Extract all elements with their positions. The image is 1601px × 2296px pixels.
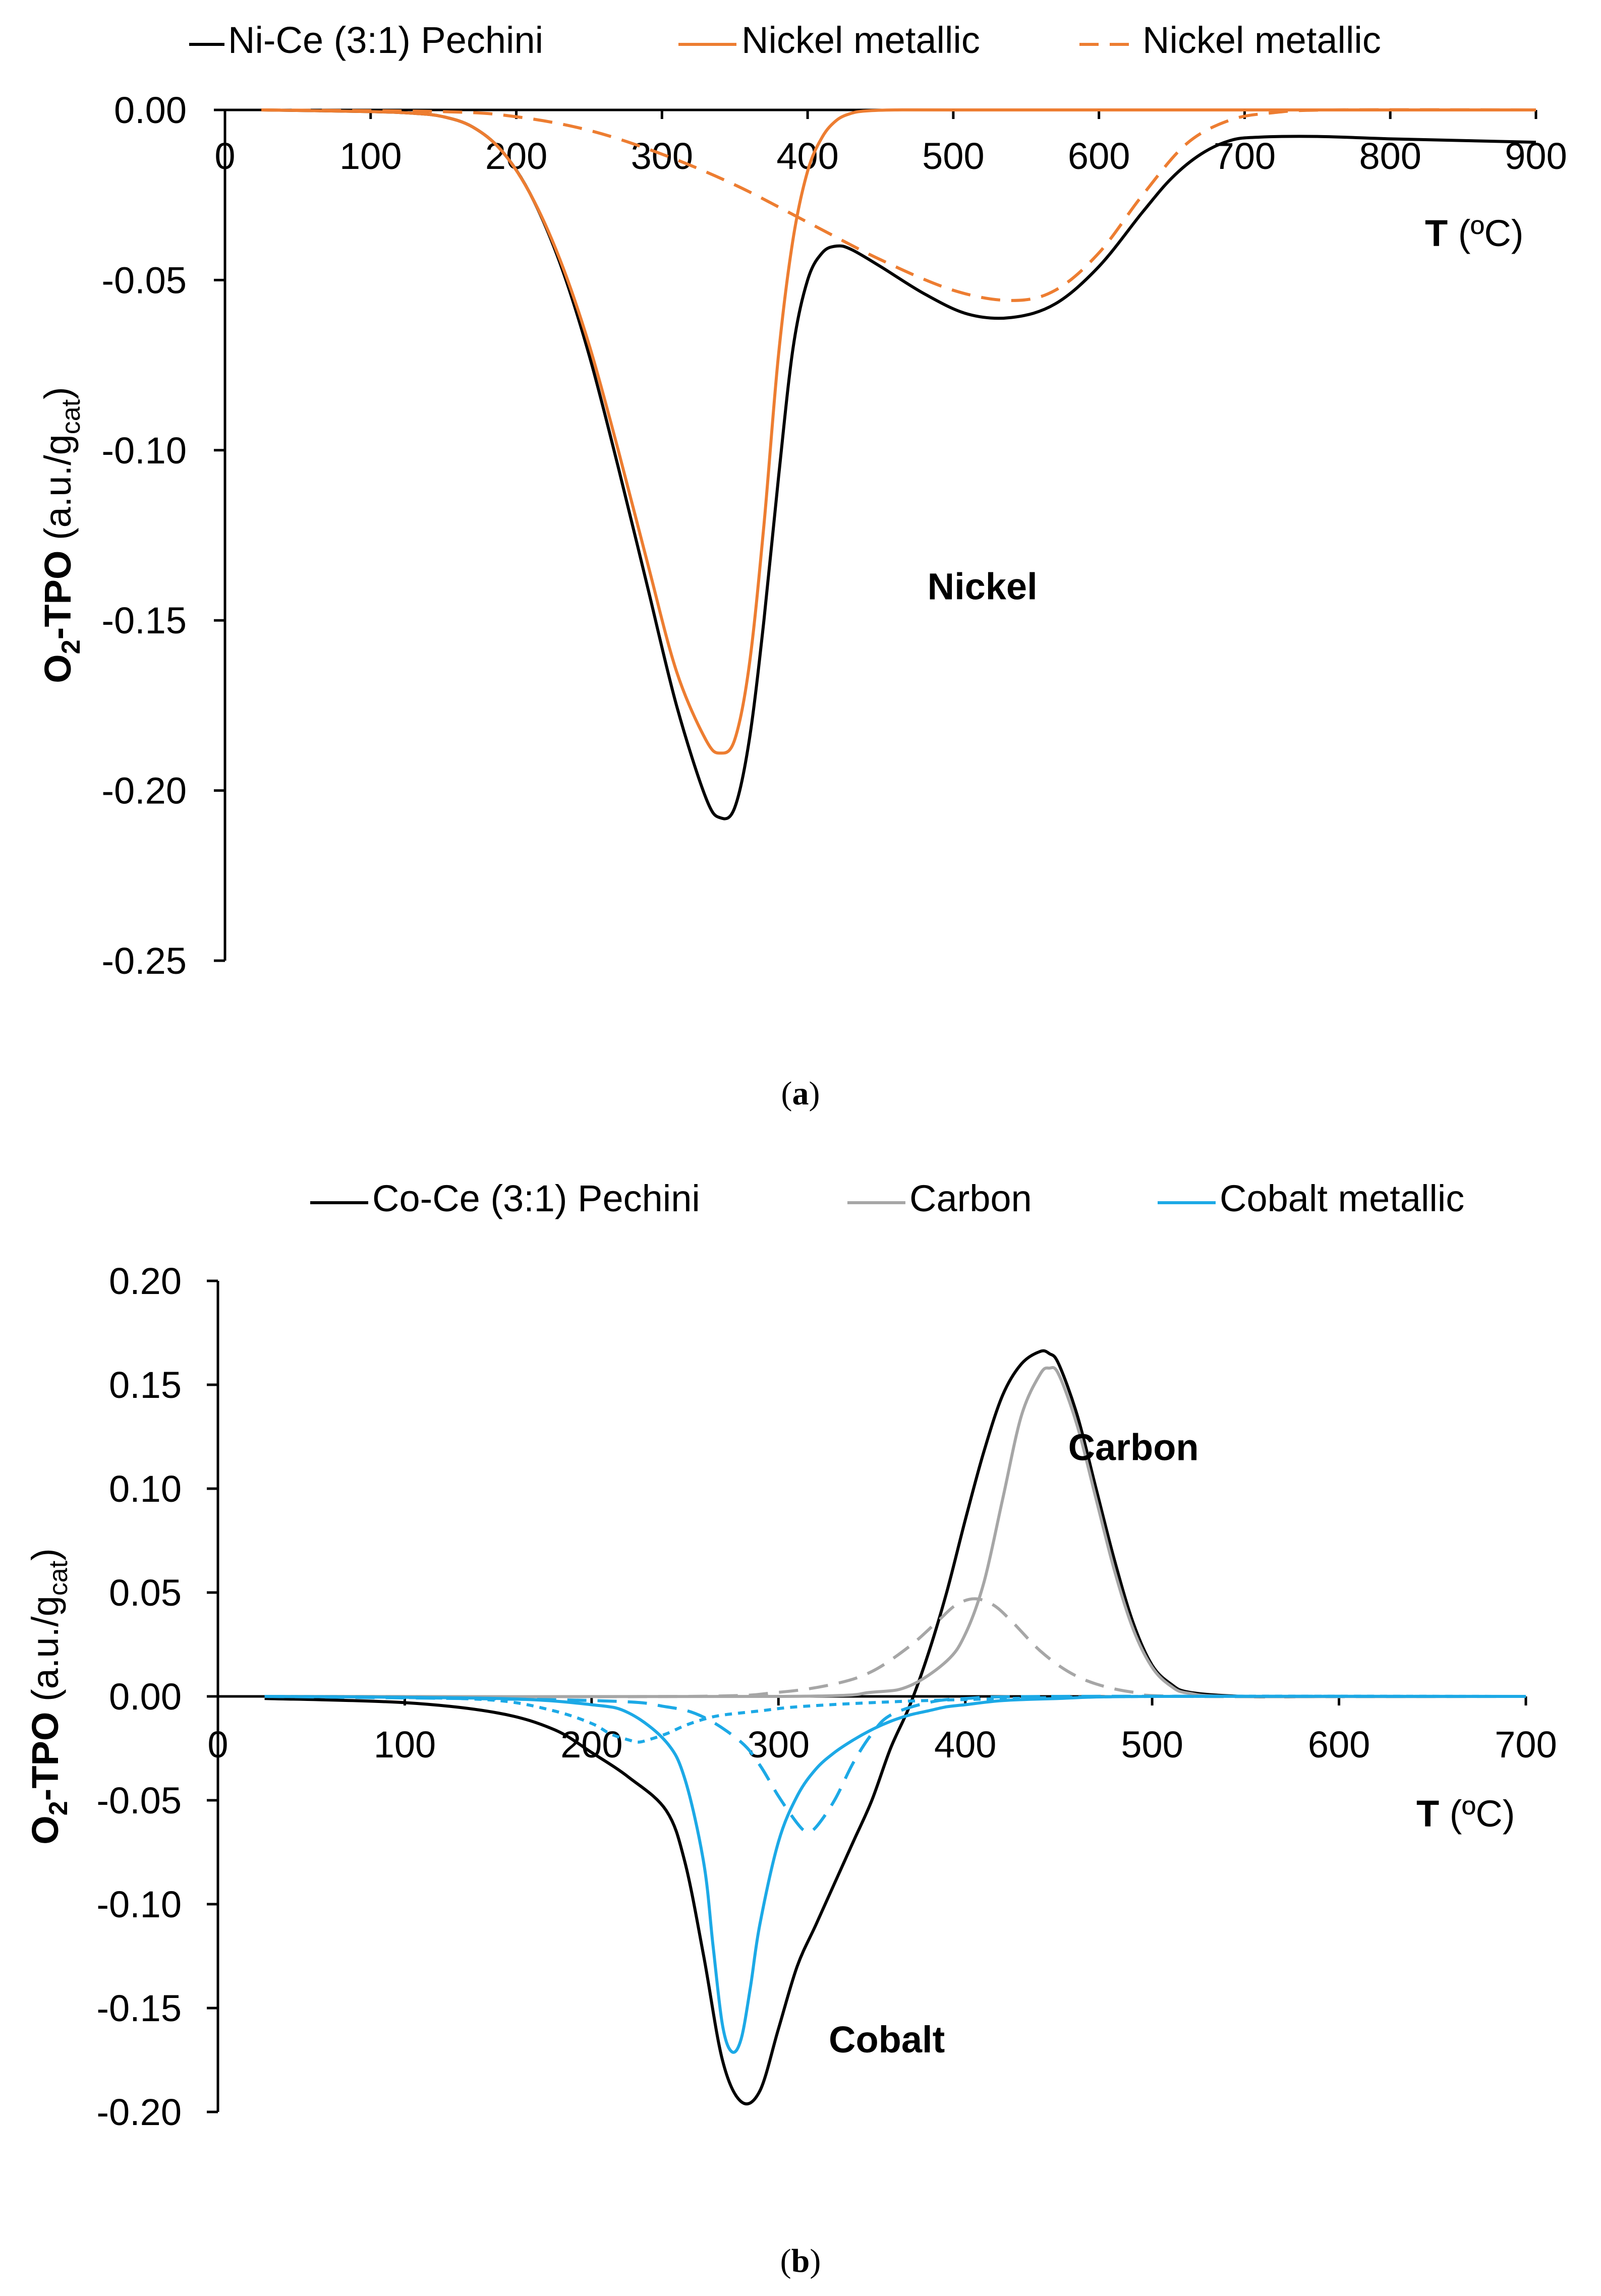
series-line-a-1	[261, 108, 1536, 755]
series-line-b-4	[264, 1694, 1526, 1834]
y-tick-label-a-2: -0.10	[101, 430, 187, 472]
panel-a: Ni-Ce (3:1) Pechini Nickel metallic Nick…	[37, 19, 1567, 1112]
legend-label-a-0: Ni-Ce (3:1) Pechini	[228, 19, 543, 61]
y-tick-label-a-5: -0.25	[101, 940, 187, 982]
y-tick-label-b-6: -0.10	[96, 1883, 182, 1925]
x-tick-label-a-3: 300	[631, 135, 693, 177]
annotation-nickel: Nickel	[928, 566, 1038, 608]
y-tick-label-b-5: -0.05	[96, 1780, 182, 1821]
y-tick-label-a-4: -0.20	[101, 770, 187, 812]
y-tick-label-a-0: 0.00	[114, 89, 187, 131]
x-tick-label-b-5: 500	[1121, 1724, 1183, 1765]
y-tick-label-b-1: 0.15	[109, 1364, 182, 1406]
annotation-cobalt: Cobalt	[829, 2019, 945, 2060]
x-tick-label-b-0: 0	[207, 1724, 228, 1765]
x-tick-label-b-2: 200	[560, 1724, 622, 1765]
legend-b: Co-Ce (3:1) Pechini Carbon Cobalt metall…	[310, 1178, 1464, 1219]
y-axis-title-a: O2-TPO (a.u./gcat)	[37, 387, 86, 683]
y-tick-label-b-7: -0.15	[96, 1987, 182, 2029]
series-line-a-0	[261, 108, 1536, 820]
annotation-carbon: Carbon	[1068, 1427, 1199, 1468]
series-group-a	[261, 108, 1536, 820]
x-axis-title-a: T (ºC)	[1425, 212, 1524, 254]
series-line-b-2	[264, 1597, 1526, 1698]
caption-b: (b)	[780, 2243, 821, 2279]
legend-a: Ni-Ce (3:1) Pechini Nickel metallic Nick…	[189, 19, 1381, 61]
legend-label-b-2: Cobalt metallic	[1220, 1178, 1464, 1219]
y-tick-label-b-4: 0.00	[109, 1676, 182, 1718]
y-tick-label-b-3: 0.05	[109, 1572, 182, 1614]
legend-label-a-2: Nickel metallic	[1142, 19, 1381, 61]
x-tick-label-b-6: 600	[1308, 1724, 1370, 1765]
x-tick-label-a-5: 500	[922, 135, 984, 177]
x-ticks-a: 0 100 200 300 400 500 600 700 800 900	[214, 110, 1567, 177]
x-tick-label-a-1: 100	[339, 135, 402, 177]
x-ticks-b: 0 100 200 300 400 500 600 700	[207, 1696, 1557, 1765]
x-axis-title-b: T (ºC)	[1416, 1793, 1515, 1835]
y-ticks-a: 0.00 -0.05 -0.10 -0.15 -0.20 -0.25	[101, 89, 225, 982]
x-tick-label-b-4: 400	[934, 1724, 996, 1765]
series-line-b-5	[264, 1694, 1526, 1744]
series-line-b-1	[264, 1366, 1526, 1698]
x-tick-label-b-3: 300	[748, 1724, 810, 1765]
y-tick-label-b-8: -0.20	[96, 2091, 182, 2133]
y-axis-title-b: O2-TPO (a.u./gcat)	[24, 1548, 73, 1845]
series-line-a-2	[261, 108, 1536, 302]
caption-a: (a)	[781, 1075, 820, 1112]
x-tick-label-b-7: 700	[1495, 1724, 1557, 1765]
legend-label-b-1: Carbon	[909, 1178, 1032, 1219]
y-tick-label-a-3: -0.15	[101, 600, 187, 641]
y-ticks-b: 0.20 0.15 0.10 0.05 0.00 -0.05 -0.10 -0.15 -0.20	[96, 1260, 218, 2133]
x-tick-label-a-6: 600	[1068, 135, 1130, 177]
y-tick-label-b-0: 0.20	[109, 1260, 182, 1302]
y-tick-label-b-2: 0.10	[109, 1468, 182, 1510]
x-tick-label-b-1: 100	[374, 1724, 436, 1765]
legend-label-b-0: Co-Ce (3:1) Pechini	[372, 1178, 700, 1219]
y-tick-label-a-1: -0.05	[101, 259, 187, 301]
x-tick-label-a-8: 800	[1359, 135, 1421, 177]
x-tick-label-a-0: 0	[214, 135, 235, 177]
series-group-b	[264, 1349, 1526, 2105]
legend-label-a-1: Nickel metallic	[741, 19, 980, 61]
series-line-b-0	[264, 1349, 1526, 2105]
panel-b: Co-Ce (3:1) Pechini Carbon Cobalt metall…	[24, 1178, 1557, 2279]
series-line-b-3	[264, 1694, 1526, 2054]
